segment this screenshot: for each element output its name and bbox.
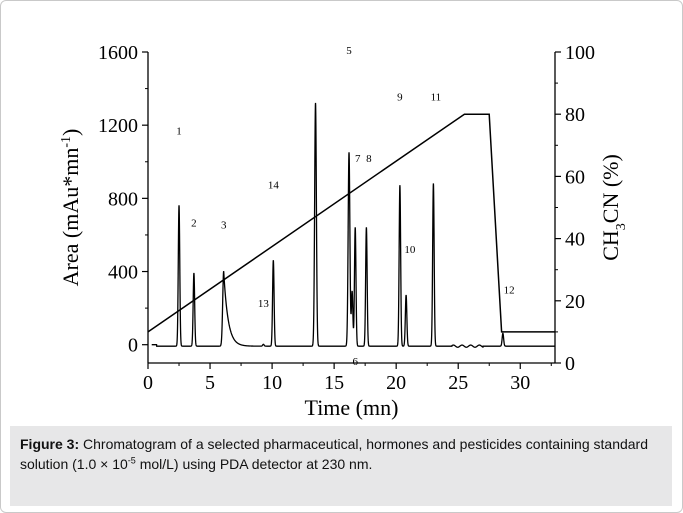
- peak-label: 3: [221, 220, 227, 232]
- peak-labels: 1231314456789101112: [176, 45, 515, 368]
- x-axis-label: Time (mn): [305, 395, 399, 420]
- chromatogram-chart: 1231314456789101112 05101520253004008001…: [58, 42, 629, 420]
- peak-label: 12: [504, 284, 515, 296]
- y-right-tick-label: 60: [565, 166, 585, 188]
- chart-axes: [142, 51, 561, 369]
- y-right-label-a: CH: [598, 230, 623, 261]
- y-axis-right-label: CH3CN (%): [598, 154, 629, 261]
- y-left-tick-label: 400: [108, 262, 138, 284]
- peak-label: 6: [352, 356, 358, 368]
- peak-label: 5: [346, 45, 352, 57]
- peak-label: 11: [431, 91, 442, 103]
- peak-label: 2: [191, 218, 197, 230]
- x-tick-label: 15: [324, 372, 344, 394]
- x-tick-label: 30: [510, 372, 530, 394]
- peak-label: 10: [404, 244, 416, 256]
- peak-label: 7: [355, 153, 361, 165]
- signal-series-line: [151, 102, 555, 349]
- caption-text: Chromatogram of a selected pharmaceutica…: [20, 436, 648, 472]
- y-right-tick-label: 0: [565, 353, 575, 375]
- peak-label: 9: [397, 91, 403, 103]
- y-left-label-main: Area (mAu*mn: [58, 148, 83, 287]
- gradient-line: [147, 113, 555, 333]
- x-tick-label: 10: [262, 372, 282, 394]
- y-right-label-b: CN (%): [598, 154, 623, 223]
- x-tick-label: 20: [386, 372, 406, 394]
- caption-exponent: -5: [127, 455, 136, 466]
- x-tick-label: 0: [143, 372, 153, 394]
- peak-label: 1: [176, 125, 182, 137]
- x-tick-label: 5: [205, 372, 215, 394]
- peak-label: 14: [268, 179, 280, 191]
- caption-label: Figure 3:: [20, 436, 80, 452]
- figure-caption: Figure 3: Chromatogram of a selected pha…: [10, 426, 672, 506]
- peak-label: 8: [366, 153, 372, 165]
- y-right-tick-label: 20: [565, 291, 585, 313]
- caption-text-end: mol/L) using PDA detector at 230 nm.: [135, 456, 373, 472]
- peak-label: 13: [258, 298, 270, 310]
- y-right-label-sub: 3: [614, 223, 629, 230]
- y-left-tick-label: 0: [128, 335, 138, 357]
- y-left-label-close: ): [58, 129, 83, 136]
- y-left-tick-label: 800: [108, 188, 138, 210]
- x-tick-label: 25: [448, 372, 468, 394]
- y-right-tick-label: 80: [565, 104, 585, 126]
- y-left-label-sup: -1: [59, 136, 74, 148]
- chromatogram-trace: [151, 102, 555, 349]
- y-right-tick-label: 40: [565, 229, 585, 251]
- y-left-tick-label: 1600: [98, 42, 138, 64]
- y-axis-left-label: Area (mAu*mn-1): [58, 129, 83, 287]
- gradient-series-line: [147, 113, 555, 333]
- y-right-tick-label: 100: [565, 42, 595, 64]
- y-left-tick-label: 1200: [98, 115, 138, 137]
